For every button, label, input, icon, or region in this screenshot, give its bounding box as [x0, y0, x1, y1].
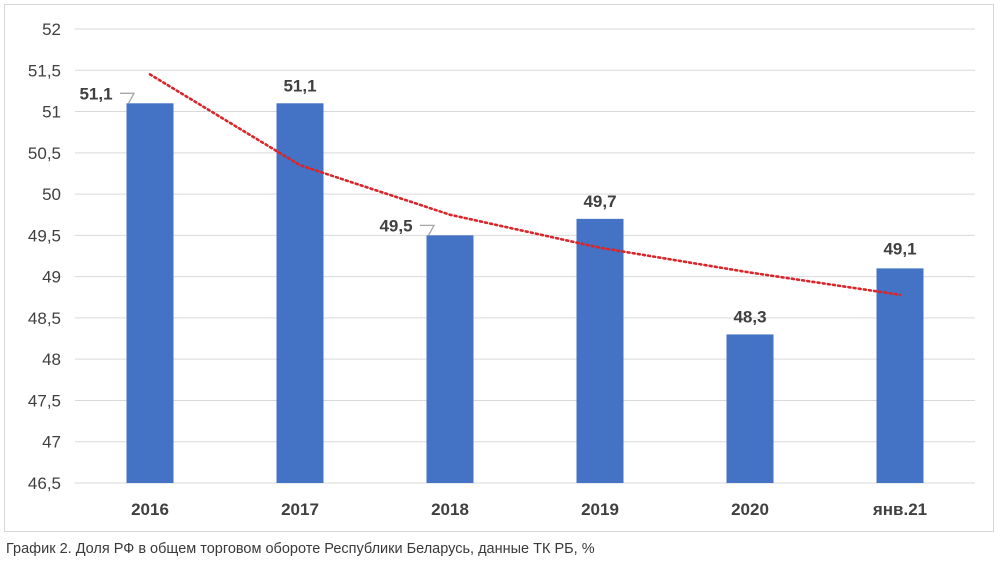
y-tick-label: 52: [42, 20, 61, 39]
bar: [576, 218, 624, 483]
y-axis-tick-labels: 46,5 47 47,5 48 48,5 49 49,5 50 50,5 51 51,5 52: [28, 20, 61, 493]
data-label: 49,1: [883, 239, 916, 258]
x-tick-label: 2017: [281, 500, 319, 519]
y-tick-label: 50,5: [28, 144, 61, 163]
y-tick-label: 51,5: [28, 61, 61, 80]
y-tick-label: 47,5: [28, 391, 61, 410]
bar: [726, 334, 774, 483]
chart-frame: 46,5 47 47,5 48 48,5 49 49,5 50 50,5 51 51,5 52 51,…: [4, 4, 994, 532]
x-tick-label: 2018: [431, 500, 469, 519]
data-label: 51,1: [79, 84, 112, 103]
trendline-series: [148, 73, 902, 297]
y-tick-label: 48,5: [28, 309, 61, 328]
bar: [126, 103, 174, 484]
y-tick-label: 51: [42, 103, 61, 122]
bars: [126, 103, 924, 484]
data-label: 48,3: [733, 307, 766, 326]
x-axis-tick-labels: 2016 2017 2018 2019 2020 янв.21: [131, 500, 927, 519]
data-label: 49,5: [379, 216, 412, 235]
trendline: [148, 73, 902, 297]
data-label-leader-line: [420, 224, 436, 236]
data-labels: 51,1 51,1 49,5 49,7 48,3 49,1: [79, 76, 916, 326]
x-tick-label: янв.21: [872, 500, 927, 519]
x-tick-label: 2019: [581, 500, 619, 519]
bar: [276, 103, 324, 484]
bar-chart: 46,5 47 47,5 48 48,5 49 49,5 50 50,5 51 51,5 52 51,…: [28, 20, 975, 519]
gridlines: [75, 28, 975, 484]
y-tick-label: 50: [42, 185, 61, 204]
y-tick-label: 49,5: [28, 226, 61, 245]
y-tick-label: 49: [42, 268, 61, 287]
data-label: 49,7: [583, 192, 616, 211]
bar: [876, 268, 924, 483]
x-tick-label: 2016: [131, 500, 169, 519]
figure-caption: График 2. Доля РФ в общем торговом оборо…: [6, 541, 595, 557]
data-label: 51,1: [283, 76, 316, 95]
data-label-leader-line: [120, 92, 136, 104]
x-tick-label: 2020: [731, 500, 769, 519]
y-tick-label: 48: [42, 350, 61, 369]
y-tick-label: 46,5: [28, 474, 61, 493]
y-tick-label: 47: [42, 433, 61, 452]
bar: [426, 235, 474, 483]
